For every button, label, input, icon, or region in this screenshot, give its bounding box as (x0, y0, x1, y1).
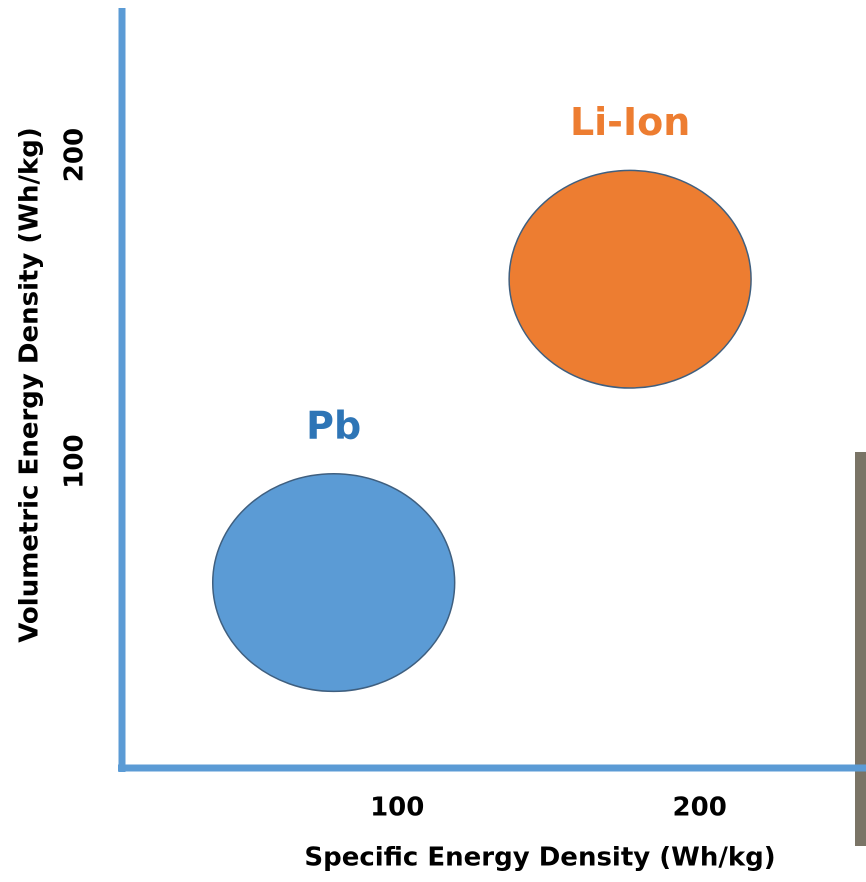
page: Specific Energy Density (Wh/kg) Volumetr… (0, 0, 866, 882)
x-tick-label: 100 (370, 793, 424, 823)
y-tick-label: 100 (60, 434, 90, 488)
x-axis-title: Specific Energy Density (Wh/kg) (304, 843, 775, 873)
y-axis-title: Volumetric Energy Density (Wh/kg) (15, 127, 45, 643)
photo-fragment (855, 452, 866, 846)
x-tick-label: 200 (673, 793, 727, 823)
region (509, 170, 751, 388)
y-tick-label: 200 (60, 128, 90, 182)
series-label: Li-Ion (570, 100, 690, 144)
chart: Specific Energy Density (Wh/kg) Volumetr… (0, 0, 866, 882)
series-label: Pb (306, 403, 361, 447)
region (213, 474, 455, 692)
